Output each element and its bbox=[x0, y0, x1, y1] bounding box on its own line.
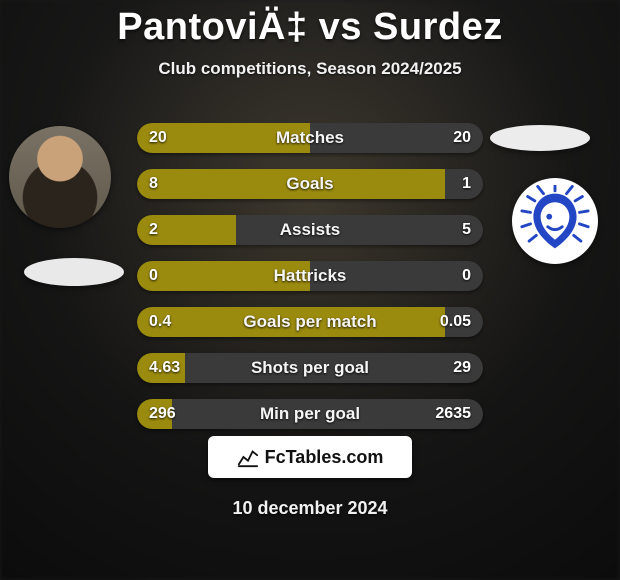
card-container: PantoviÄ‡ vs Surdez Club competitions, S… bbox=[0, 0, 620, 580]
brand-text: FcTables.com bbox=[265, 447, 384, 468]
stat-bar: Hattricks0 0 bbox=[137, 261, 483, 291]
stat-bar: Shots per goal4.63 29 bbox=[137, 353, 483, 383]
stat-value-left: 0.4 bbox=[149, 307, 171, 337]
stat-label: Shots per goal bbox=[137, 353, 483, 383]
brand-pill[interactable]: FcTables.com bbox=[208, 436, 412, 478]
stat-value-left: 4.63 bbox=[149, 353, 180, 383]
player-right-shadow-ellipse bbox=[490, 125, 590, 151]
page-title: PantoviÄ‡ vs Surdez bbox=[0, 0, 620, 49]
stat-value-right: 0 bbox=[462, 261, 471, 291]
stat-bar: Assists2 5 bbox=[137, 215, 483, 245]
stat-label: Assists bbox=[137, 215, 483, 245]
stat-value-left: 0 bbox=[149, 261, 158, 291]
stat-label: Matches bbox=[137, 123, 483, 153]
stat-value-right: 20 bbox=[453, 123, 471, 153]
fctables-logo-icon bbox=[237, 446, 259, 468]
stat-label: Goals per match bbox=[137, 307, 483, 337]
player-left-shadow-ellipse bbox=[24, 258, 124, 286]
stat-value-right: 0.05 bbox=[440, 307, 471, 337]
stat-value-left: 8 bbox=[149, 169, 158, 199]
stat-bar: Matches20 20 bbox=[137, 123, 483, 153]
chief-head-icon bbox=[519, 185, 591, 257]
stat-value-left: 296 bbox=[149, 399, 176, 429]
date-text: 10 december 2024 bbox=[0, 498, 620, 519]
stat-bar: Min per goal296 2635 bbox=[137, 399, 483, 429]
stat-value-right: 5 bbox=[462, 215, 471, 245]
player-right-club-badge bbox=[512, 178, 598, 264]
stat-value-left: 20 bbox=[149, 123, 167, 153]
stat-bars: Matches20 20 Goals8 1 Assists2 5 Hattricks0 0 Go… bbox=[137, 123, 483, 445]
stat-value-right: 29 bbox=[453, 353, 471, 383]
stat-value-left: 2 bbox=[149, 215, 158, 245]
stat-label: Goals bbox=[137, 169, 483, 199]
stat-bar: Goals8 1 bbox=[137, 169, 483, 199]
stat-value-right: 1 bbox=[462, 169, 471, 199]
stat-value-right: 2635 bbox=[435, 399, 471, 429]
page-subtitle: Club competitions, Season 2024/2025 bbox=[0, 59, 620, 79]
stat-bar: Goals per match0.4 0.05 bbox=[137, 307, 483, 337]
stat-label: Hattricks bbox=[137, 261, 483, 291]
stat-label: Min per goal bbox=[137, 399, 483, 429]
player-left-avatar bbox=[9, 126, 111, 228]
